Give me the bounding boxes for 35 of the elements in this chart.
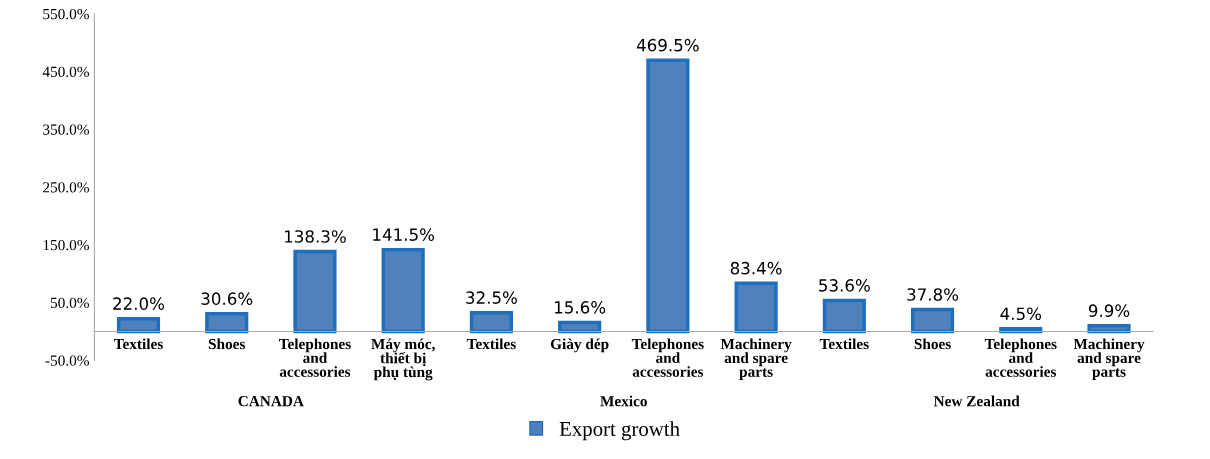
data-label: 15.6% bbox=[555, 301, 606, 314]
data-label: 469.5% bbox=[636, 38, 699, 52]
data-label: 32.5% bbox=[466, 291, 517, 304]
data-label: 9.9% bbox=[1088, 304, 1130, 317]
y-tick-label: 550.0% bbox=[43, 8, 89, 20]
data-label: 138.3% bbox=[285, 230, 346, 243]
data-label: 83.4% bbox=[730, 261, 782, 275]
y-tick-label: -50.0% bbox=[45, 355, 89, 366]
data-label: 53.6% bbox=[819, 279, 870, 292]
x-tick-label: Giày dép bbox=[550, 338, 609, 353]
y-tick-label: 250.0% bbox=[43, 182, 89, 193]
x-tick-label: Telephones and accessories bbox=[984, 338, 1057, 377]
data-label: 141.5% bbox=[373, 228, 435, 241]
y-tick-label: 150.0% bbox=[43, 239, 89, 251]
data-label: 37.8% bbox=[907, 288, 959, 301]
data-label: 4.5% bbox=[1000, 307, 1042, 321]
x-tick-label: Textiles bbox=[113, 338, 163, 350]
x-tick-label: Textiles bbox=[819, 338, 869, 350]
text: Mexico bbox=[600, 395, 647, 407]
x-tick-label: Shoes bbox=[914, 338, 951, 350]
x-tick-label: Machinery and spare parts bbox=[720, 338, 792, 380]
y-tick-label: 450.0% bbox=[42, 66, 89, 78]
x-tick-label: Telephones and accessories bbox=[631, 338, 704, 377]
x-tick-label: Máy móc, thiết bị phụ tùng bbox=[371, 338, 435, 381]
x-tick-label: Telephones and accessories bbox=[278, 338, 351, 377]
x-tick-label: Shoes bbox=[208, 338, 246, 350]
data-label: 30.6% bbox=[201, 292, 253, 305]
x-tick-label: Machinery and spare parts bbox=[1073, 338, 1145, 380]
legend-label: Export growth bbox=[559, 421, 680, 441]
x-tick-label: Textiles bbox=[466, 338, 516, 350]
text: CANADA bbox=[238, 396, 304, 407]
data-label: 22.0% bbox=[113, 297, 165, 310]
y-tick-label: 50.0% bbox=[50, 297, 89, 309]
y-tick-label: 350.0% bbox=[43, 124, 89, 135]
text: New Zealand bbox=[933, 395, 1020, 407]
